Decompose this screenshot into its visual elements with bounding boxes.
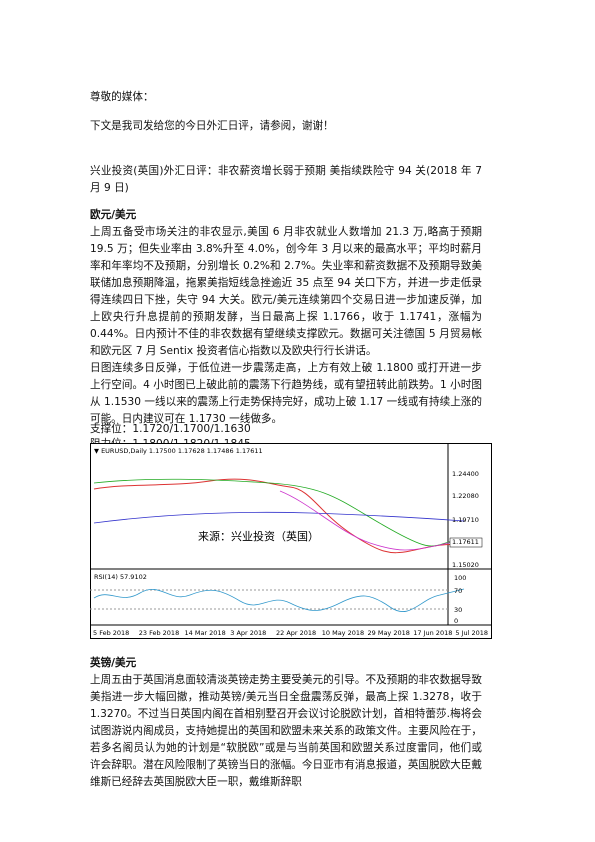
price-label: 1.17611: [452, 538, 479, 546]
rsi-tick-label: 70: [454, 587, 462, 595]
price-marker: [449, 537, 483, 548]
rsi-line: [93, 588, 465, 612]
price-label: 1.15020: [452, 561, 479, 569]
date-label: 5 Feb 2018: [93, 629, 129, 637]
chart-header: ▼ EURUSD,Daily 1.17500 1.17628 1.17486 1…: [94, 447, 263, 455]
price-label: 1.22080: [452, 492, 479, 500]
ma-line: [93, 478, 465, 547]
price-label: 1.19710: [452, 516, 479, 524]
rsi-tick-label: 0: [454, 617, 458, 625]
greeting: 尊敬的媒体：: [90, 91, 154, 103]
paragraph: 上周五由于英国消息面较清淡英镑走势主要受美元的引导。不及预期的非农数据导致美指进…: [90, 674, 482, 788]
intro: 下文是我司发给您的今日外汇日评，请参阅，谢谢！: [90, 120, 334, 132]
rsi-tick-label: 100: [454, 574, 466, 582]
rsi-tick-label: 30: [454, 606, 462, 614]
ma-line: [93, 511, 465, 524]
chart-image: ▼ EURUSD,Daily 1.17500 1.17628 1.17486 1…: [90, 443, 492, 639]
ma-line: [279, 490, 465, 551]
price-line: [93, 478, 465, 554]
section-heading: 欧元/美元: [90, 209, 137, 221]
date-label: 10 May 2018: [322, 629, 364, 637]
date-label: 14 Mar 2018: [185, 629, 226, 637]
date-label: 23 Feb 2018: [139, 629, 179, 637]
watermark: 来源：兴业投资（英国）: [198, 529, 319, 543]
date-label: 17 Jun 2018: [413, 629, 452, 637]
date-label: 3 Apr 2018: [230, 629, 266, 637]
price-label: 1.24400: [452, 470, 479, 478]
date-label: 22 Apr 2018: [276, 629, 316, 637]
date-label: 29 May 2018: [368, 629, 410, 637]
date-label: 5 Jul 2018: [455, 629, 488, 637]
support: 支撑位：1.1720/1.1700/1.1630: [90, 423, 251, 435]
title: 兴业投资(英国)外汇日评：非农薪资增长弱于预期 美指续跌险守 94 关(2018…: [90, 165, 482, 194]
paragraph: 日图连续多日反弹，于低位进一步震荡走高，上方有效上破 1.1800 或打开进一步…: [90, 362, 482, 425]
paragraph: 上周五备受市场关注的非农显示,美国 6 月非农就业人数增加 21.3 万,略高于…: [90, 226, 482, 357]
frame: [90, 443, 492, 639]
rsi-label: RSI(14) 57.9102: [94, 573, 147, 581]
section-heading: 英镑/美元: [90, 657, 137, 669]
